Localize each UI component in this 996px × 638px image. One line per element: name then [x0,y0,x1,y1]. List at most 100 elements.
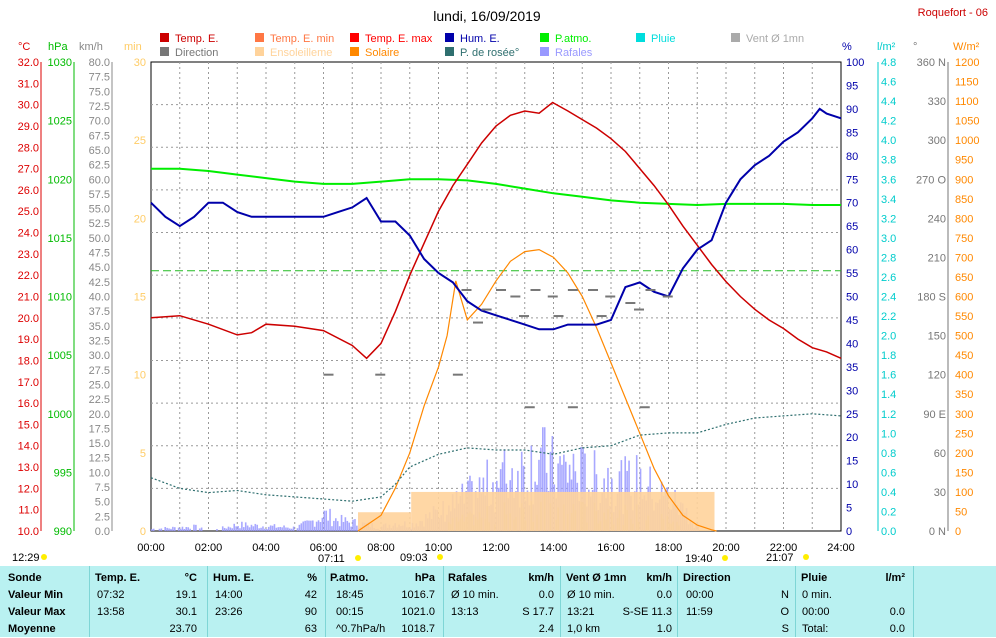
direction-axis-tick: 210 [928,252,946,264]
table-header: Vent Ø 1mn [566,572,627,584]
gust-bar [289,528,291,531]
pressure-axis-tick: 1000 [48,409,72,421]
wind-axis-tick: 57.5 [89,189,110,201]
gust-bar [179,528,182,531]
legend-label: Pluie [651,33,675,45]
gust-bar [308,520,310,531]
legend-swatch [255,33,264,42]
solar-axis-tick: 1200 [955,57,979,69]
rain-axis-tick: 1.6 [881,370,896,382]
table-cell: S 17.7 [522,606,554,618]
temp-axis-tick: 17.0 [18,377,39,389]
gust-bar [283,525,285,531]
table-header: Pluie [801,572,828,584]
solar-axis-tick: 750 [955,233,973,245]
humidity-axis-tick: 35 [846,362,858,374]
rain-axis-tick: 3.8 [881,155,896,167]
table-cell: 1016.7 [401,589,435,601]
temp-axis-tick: 13.0 [18,462,39,474]
rain-axis-tick: 0.6 [881,467,896,479]
table-column-separator [560,566,561,637]
table-header: Hum. E. [213,572,254,584]
gust-bar [160,528,163,531]
pressure-axis-tick: 1010 [48,292,72,304]
gust-bar [269,525,272,531]
event-time: 07:11 [318,553,345,565]
rain-axis-tick: 0.2 [881,506,896,518]
temp-axis-tick: 21.0 [18,292,39,304]
table-cell: 90 [304,606,317,618]
solar-axis-tick: 1000 [955,135,979,147]
gust-bar [520,451,523,531]
temp-axis-tick: 27.0 [18,164,39,176]
gust-bar [503,449,506,531]
gust-bar [335,518,337,531]
wind-axis-tick: 10.0 [89,467,110,479]
wind-axis-tick: 60.0 [89,174,110,186]
time-tick: 04:00 [252,542,280,554]
rain-axis-tick: 3.2 [881,213,896,225]
legend-label: Ensoleilleme [270,47,332,59]
solar-axis-tick: 600 [955,292,973,304]
wind-axis-tick: 80.0 [89,57,110,69]
humidity-axis-tick: 0 [846,526,852,538]
table-cell: 14:00 [215,589,243,601]
temp-axis-tick: 16.0 [18,398,39,410]
wind-axis-tick: 77.5 [89,72,110,84]
time-tick: 08:00 [367,542,395,554]
gust-bar [317,520,320,531]
humidity-axis-tick: 45 [846,315,858,327]
direction-axis-tick: 120 [928,370,946,382]
table-header: Temp. E. [95,572,141,584]
temp-axis-tick: 20.0 [18,313,39,325]
wind-axis-tick: 42.5 [89,277,110,289]
gust-bar [172,526,174,531]
gust-bar [166,527,168,531]
rain-axis-tick: 2.2 [881,311,896,323]
table-cell: S [781,623,789,635]
rain-axis-tick: 2.6 [881,272,896,284]
legend-swatch [350,33,359,42]
temp-axis-tick: 31.0 [18,78,39,90]
direction-axis-tick: 330 [928,96,946,108]
gust-bar [273,524,276,531]
wind-axis-tick: 12.5 [89,453,110,465]
gust-bar [298,524,301,531]
table-header: km/h [528,572,554,584]
table-cell: 00:00 [802,606,830,618]
table-header: Sonde [8,572,42,584]
rain-axis-tick: 2.8 [881,252,896,264]
rain-axis-tick: 2.4 [881,292,896,304]
direction-axis-tick: 60 [934,448,946,460]
legend-swatch [160,47,169,56]
solar-axis-tick: 450 [955,350,973,362]
time-tick: 10:00 [425,542,453,554]
event-time: 19:40 [685,553,713,565]
direction-unit: ° [913,41,917,53]
gust-bar [195,524,197,531]
humidity-axis-tick: 15 [846,456,858,468]
table-cell: 1021.0 [401,606,435,618]
temp-axis-tick: 19.0 [18,334,39,346]
gust-bar [593,450,596,531]
gust-bar [168,528,170,531]
table-cell: 1018.7 [401,623,435,635]
table-cell: 13:21 [567,606,595,618]
pressure-axis-tick: 990 [54,526,72,538]
table-cell: 0.0 [656,589,672,601]
weather-chart: 32.0 31.0 30.0 29.0 28.0 27.0 26.0 25.0 24.0 23.0… [12,7,988,565]
wind-axis-tick: 5.0 [95,497,110,509]
gust-bar [306,520,308,531]
temp-axis-tick: 12.0 [18,483,39,495]
gust-bar [193,524,195,531]
table-cell: 0 min. [802,589,832,601]
table-cell: 42 [304,589,317,601]
humidity-axis-tick: 25 [846,409,858,421]
time-tick: 16:00 [597,542,625,554]
table-cell: N [781,589,789,601]
table-cell: 23:26 [215,606,243,618]
gust-bar [342,521,345,531]
wind-axis-tick: 50.0 [89,233,110,245]
rain-axis-tick: 4.4 [881,96,896,108]
chart-series [150,101,842,532]
